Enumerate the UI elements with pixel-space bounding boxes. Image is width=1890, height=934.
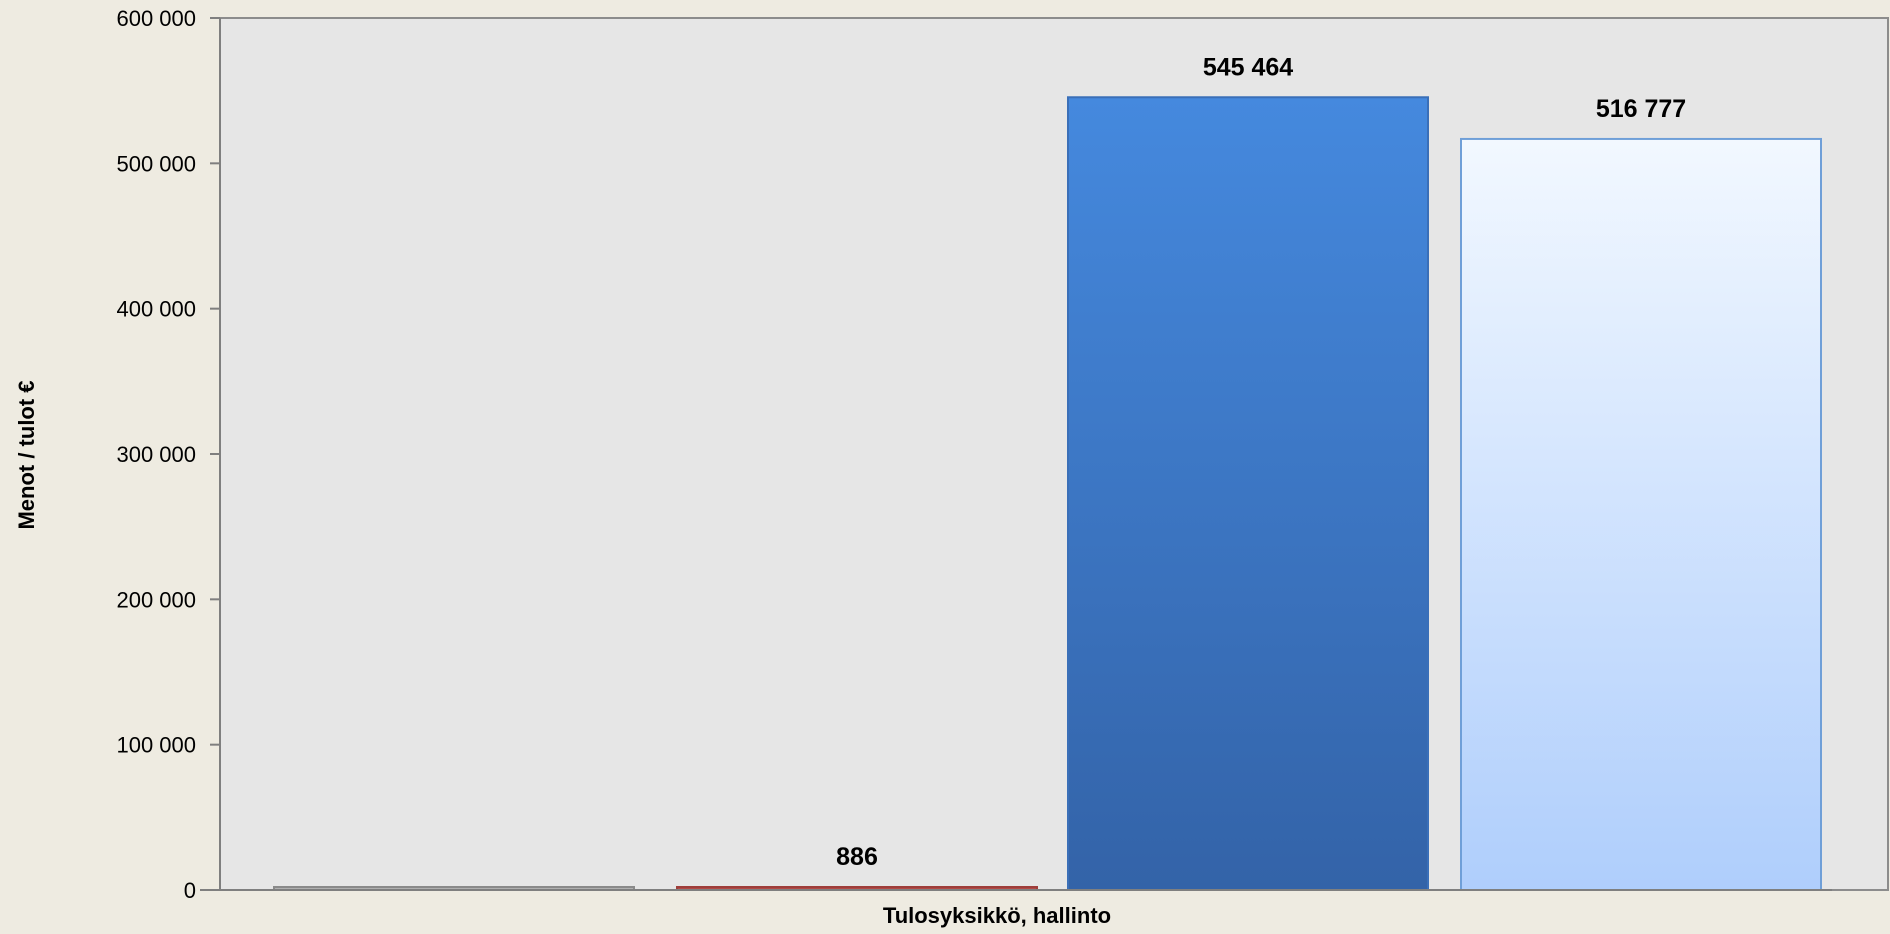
data-label-series-4: 516 777 — [1596, 95, 1686, 123]
bar-series-3 — [1067, 96, 1429, 892]
y-axis-title: Menot / tulot € — [14, 380, 39, 529]
y-tick-label: 300 000 — [116, 442, 196, 467]
y-axis-ticks: 0 100 000 200 000 300 000 400 000 500 000 600 … — [116, 6, 220, 903]
bar-series-4 — [1460, 137, 1822, 892]
x-axis-title: Tulosyksikkö, hallinto — [883, 903, 1111, 928]
data-label-series-2: 886 — [836, 843, 878, 871]
data-label-series-3: 545 464 — [1203, 53, 1293, 81]
y-tick-label: 600 000 — [116, 6, 196, 31]
bars-group — [273, 96, 1822, 892]
y-tick-label: 400 000 — [116, 297, 196, 322]
y-tick-label: 500 000 — [116, 151, 196, 176]
data-labels-group: 886 545 464 516 777 — [836, 53, 1686, 871]
y-tick-label: 100 000 — [116, 733, 196, 758]
y-tick-label: 0 — [184, 878, 196, 903]
y-tick-label: 200 000 — [116, 587, 196, 612]
